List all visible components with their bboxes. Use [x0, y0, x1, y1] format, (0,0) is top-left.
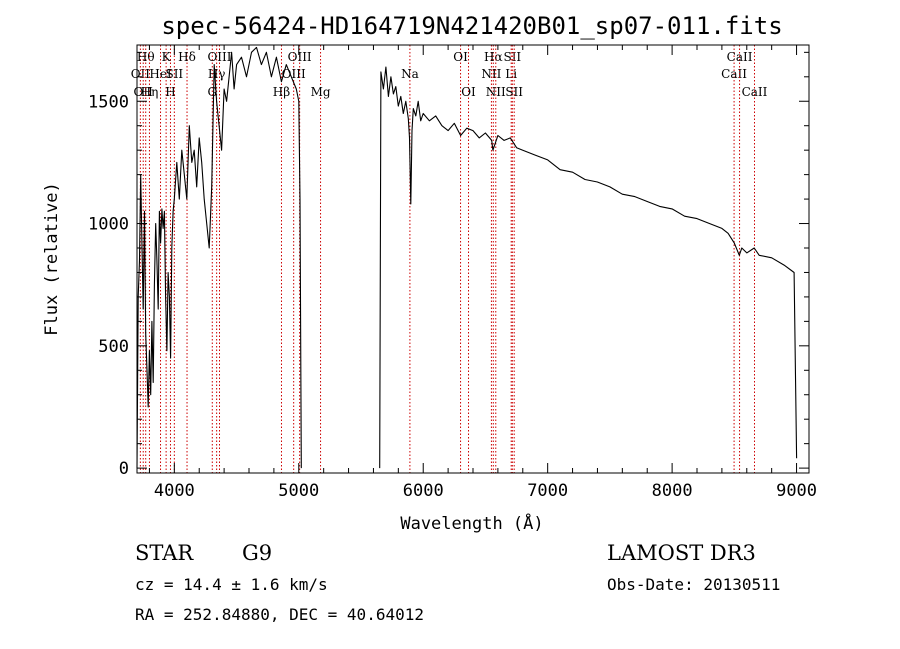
- object-class: STAR: [135, 541, 194, 565]
- y-tick-label-1: 500: [98, 337, 129, 357]
- marker-label-5: K: [162, 50, 172, 64]
- observation-date: Obs-Date: 20130511: [607, 575, 780, 594]
- marker-label-25: CaII: [721, 67, 747, 81]
- x-tick-label-5: 9000: [776, 481, 817, 501]
- x-tick-label-1: 5000: [278, 481, 319, 501]
- coordinates: RA = 252.84880, DEC = 40.64012: [135, 605, 424, 624]
- x-axis-label: Wavelength (Å): [400, 512, 543, 534]
- marker-label-7: SII: [165, 67, 183, 81]
- x-tick-label-2: 6000: [403, 481, 444, 501]
- plot-frame: [136, 44, 810, 474]
- y-tick-label-2: 1000: [88, 215, 129, 235]
- marker-label-19: NII: [481, 67, 501, 81]
- x-tick-label-4: 8000: [652, 481, 693, 501]
- survey-name: LAMOST DR3: [607, 541, 756, 565]
- marker-label-20: Hα: [484, 50, 503, 64]
- y-axis-label: Flux (relative): [42, 182, 62, 336]
- x-axis: 4000 5000 6000 7000 8000 9000: [148, 45, 817, 501]
- marker-label-9: Hγ: [208, 67, 226, 81]
- marker-label-11: OIII: [207, 50, 231, 64]
- marker-label-26: CaII: [727, 50, 753, 64]
- marker-label-24: SII: [505, 85, 523, 99]
- marker-label-6: H: [165, 85, 175, 99]
- spectrum-series: [136, 46, 798, 469]
- marker-label-22: Li: [505, 67, 517, 81]
- marker-label-23: SII: [503, 50, 521, 64]
- marker-label-14: OIII: [288, 50, 312, 64]
- marker-label-18: OI: [461, 85, 476, 99]
- marker-label-2: Hθ: [137, 50, 155, 64]
- marker-label-12: Hβ: [273, 85, 290, 99]
- marker-label-21: NII: [486, 85, 506, 99]
- marker-label-16: Na: [401, 67, 419, 81]
- marker-label-8: Hδ: [178, 50, 196, 64]
- spectrum-segment-0: [136, 46, 302, 469]
- x-tick-label-3: 7000: [527, 481, 568, 501]
- x-tick-label-0: 4000: [154, 481, 195, 501]
- chart-title: spec-56424-HD164719N421420B01_sp07-011.f…: [161, 12, 782, 40]
- redshift-value: cz = 14.4 ± 1.6 km/s: [135, 575, 328, 594]
- y-axis: 0 500 1000 1500: [88, 51, 809, 479]
- object-subclass: G9: [242, 541, 272, 565]
- emission-line-markers: OIIOIIHθHηHeIKHSIIHδHγGOIIIHβOIIIOIIIMgN…: [131, 45, 768, 473]
- y-tick-label-3: 1500: [88, 92, 129, 112]
- marker-label-1: OII: [134, 85, 154, 99]
- marker-label-27: CaII: [742, 85, 768, 99]
- marker-label-15: Mg: [311, 85, 331, 99]
- marker-label-17: OI: [453, 50, 468, 64]
- y-tick-label-0: 0: [119, 459, 129, 479]
- marker-label-3: Hη: [141, 85, 159, 99]
- marker-label-10: G: [207, 85, 217, 99]
- spectrum-segment-1: [379, 66, 798, 469]
- marker-label-0: OII: [131, 67, 151, 81]
